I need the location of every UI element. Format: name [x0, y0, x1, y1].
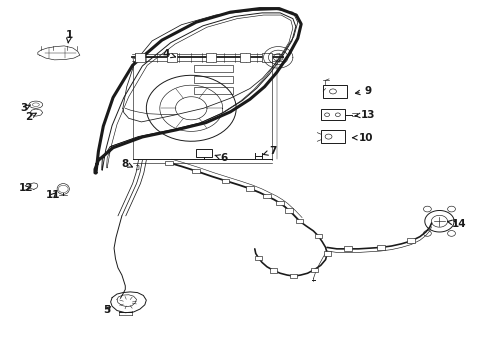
Bar [291, 274, 297, 278]
Text: 10: 10 [353, 133, 373, 143]
Bar [296, 219, 303, 224]
Text: 6: 6 [215, 153, 228, 163]
Text: 7: 7 [264, 146, 277, 156]
Text: 3: 3 [21, 103, 30, 113]
Bar [255, 256, 262, 260]
Bar [323, 85, 346, 98]
Text: 4: 4 [162, 49, 175, 59]
Bar [246, 186, 254, 191]
Bar [311, 267, 318, 272]
Bar [194, 65, 233, 72]
Text: 5: 5 [103, 305, 111, 315]
Bar [343, 246, 351, 251]
Text: 8: 8 [122, 159, 132, 169]
Bar [206, 53, 216, 62]
Bar [262, 53, 272, 62]
Text: 11: 11 [46, 190, 61, 200]
Text: 2: 2 [25, 112, 36, 122]
Bar [315, 234, 322, 238]
Text: 14: 14 [447, 219, 466, 229]
Bar [167, 53, 176, 62]
Text: 12: 12 [19, 183, 33, 193]
Bar [135, 53, 145, 62]
Bar [221, 179, 229, 183]
Bar [192, 169, 200, 173]
Bar [263, 194, 271, 198]
Bar [377, 244, 385, 249]
Bar [276, 201, 284, 206]
Text: 1: 1 [66, 30, 73, 43]
Bar [321, 109, 345, 121]
Bar [324, 251, 331, 256]
Bar [165, 161, 173, 165]
Text: 13: 13 [355, 110, 375, 120]
Bar [240, 53, 250, 62]
Bar [194, 87, 233, 94]
Bar [321, 130, 345, 143]
Bar [270, 268, 277, 273]
Bar [407, 238, 415, 243]
Text: 9: 9 [355, 86, 372, 96]
Bar [196, 149, 212, 157]
Bar [285, 208, 293, 213]
Bar [194, 76, 233, 83]
